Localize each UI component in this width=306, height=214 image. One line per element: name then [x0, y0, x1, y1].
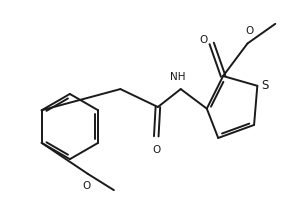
- Text: S: S: [261, 79, 268, 92]
- Text: NH: NH: [170, 72, 185, 82]
- Text: O: O: [152, 146, 160, 156]
- Text: O: O: [245, 26, 253, 36]
- Text: O: O: [82, 181, 90, 191]
- Text: O: O: [200, 35, 208, 45]
